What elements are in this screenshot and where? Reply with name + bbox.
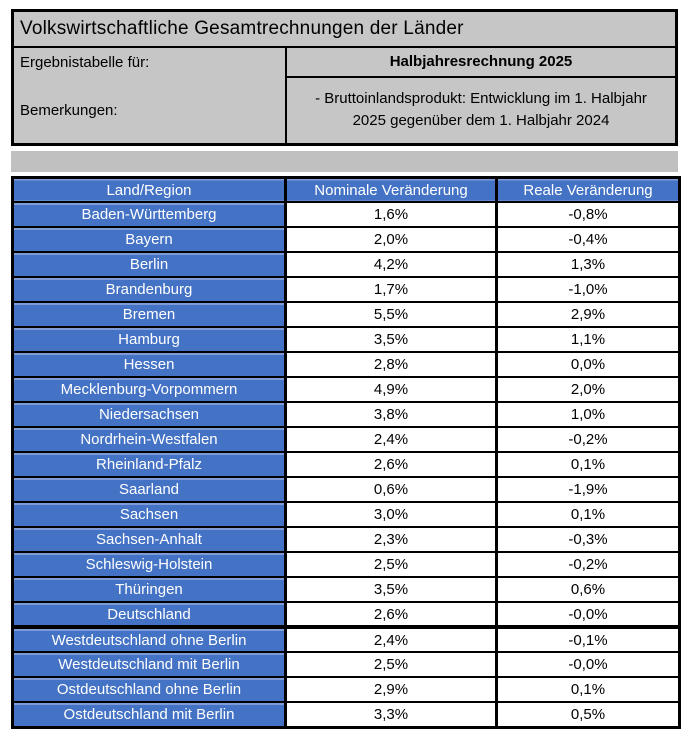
table-row-aggregate: Westdeutschland mit Berlin 2,5% -0,0% [11,651,681,679]
table-row: Sachsen 3,0% 0,1% [11,501,681,529]
table-row: Baden-Württemberg 1,6% -0,8% [11,201,681,229]
table-row: Brandenburg 1,7% -1,0% [11,276,681,304]
table-row: Sachsen-Anhalt 2,3% -0,3% [11,526,681,554]
region-cell: Deutschland [11,601,287,629]
region-cell: Bayern [11,226,287,254]
table-row: Bremen 5,5% 2,9% [11,301,681,329]
nominal-cell: 2,0% [284,226,498,254]
region-cell: Hamburg [11,326,287,354]
real-cell: 0,1% [495,501,681,529]
real-cell: -0,8% [495,201,681,229]
region-cell: Brandenburg [11,276,287,304]
region-cell: Sachsen-Anhalt [11,526,287,554]
region-cell: Hessen [11,351,287,379]
table-row-aggregate: Ostdeutschland ohne Berlin 2,9% 0,1% [11,676,681,704]
table-row: Niedersachsen 3,8% 1,0% [11,401,681,429]
column-header-nominal: Nominale Veränderung [284,176,498,204]
real-cell: 0,1% [495,676,681,704]
real-cell: 0,6% [495,576,681,604]
region-cell: Sachsen [11,501,287,529]
nominal-cell: 3,5% [284,326,498,354]
nominal-cell: 3,8% [284,401,498,429]
real-cell: -0,0% [495,651,681,679]
nominal-cell: 2,5% [284,551,498,579]
nominal-cell: 3,3% [284,701,498,729]
nominal-cell: 4,9% [284,376,498,404]
remarks-label: Bemerkungen: [14,77,287,143]
report-header: Volkswirtschaftliche Gesamtrechnungen de… [11,9,678,146]
column-header-region: Land/Region [11,176,287,204]
nominal-cell: 5,5% [284,301,498,329]
table-row: Nordrhein-Westfalen 2,4% -0,2% [11,426,681,454]
region-cell: Ostdeutschland mit Berlin [11,701,287,729]
region-cell: Niedersachsen [11,401,287,429]
results-table: Land/Region Nominale Veränderung Reale V… [11,175,681,729]
real-cell: 0,5% [495,701,681,729]
nominal-cell: 4,2% [284,251,498,279]
nominal-cell: 2,6% [284,451,498,479]
region-cell: Westdeutschland ohne Berlin [11,625,287,654]
table-row: Berlin 4,2% 1,3% [11,251,681,279]
table-row: Saarland 0,6% -1,9% [11,476,681,504]
page-title: Volkswirtschaftliche Gesamtrechnungen de… [14,12,675,48]
report-meta: Ergebnistabelle für: Halbjahresrechnung … [14,47,675,143]
region-cell: Berlin [11,251,287,279]
table-row: Bayern 2,0% -0,4% [11,226,681,254]
table-row: Hamburg 3,5% 1,1% [11,326,681,354]
region-cell: Rheinland-Pfalz [11,451,287,479]
nominal-cell: 2,8% [284,351,498,379]
table-row: Mecklenburg-Vorpommern 4,9% 2,0% [11,376,681,404]
nominal-cell: 2,9% [284,676,498,704]
real-cell: -0,0% [495,601,681,629]
real-cell: 2,0% [495,376,681,404]
region-cell: Schleswig-Holstein [11,551,287,579]
result-table-value: Halbjahresrechnung 2025 [287,48,675,78]
real-cell: 0,1% [495,451,681,479]
result-table-label: Ergebnistabelle für: [14,47,287,78]
nominal-cell: 2,4% [284,625,498,654]
nominal-cell: 1,7% [284,276,498,304]
region-cell: Thüringen [11,576,287,604]
table-row: Thüringen 3,5% 0,6% [11,576,681,604]
table-header-row: Land/Region Nominale Veränderung Reale V… [11,176,681,204]
real-cell: 1,0% [495,401,681,429]
real-cell: -0,1% [495,625,681,654]
real-cell: -0,4% [495,226,681,254]
nominal-cell: 3,5% [284,576,498,604]
region-cell: Nordrhein-Westfalen [11,426,287,454]
nominal-cell: 2,4% [284,426,498,454]
region-cell: Westdeutschland mit Berlin [11,651,287,679]
region-cell: Ostdeutschland ohne Berlin [11,676,287,704]
real-cell: -1,0% [495,276,681,304]
nominal-cell: 1,6% [284,201,498,229]
region-cell: Saarland [11,476,287,504]
remarks-value: - Bruttoinlandsprodukt: Entwicklung im 1… [287,78,675,143]
real-cell: 0,0% [495,351,681,379]
nominal-cell: 2,3% [284,526,498,554]
real-cell: -0,3% [495,526,681,554]
table-row-aggregate: Westdeutschland ohne Berlin 2,4% -0,1% [11,625,681,654]
region-cell: Mecklenburg-Vorpommern [11,376,287,404]
spacer-band [11,150,678,172]
real-cell: -1,9% [495,476,681,504]
column-header-real: Reale Veränderung [495,176,681,204]
nominal-cell: 2,6% [284,601,498,629]
real-cell: -0,2% [495,426,681,454]
table-row: Rheinland-Pfalz 2,6% 0,1% [11,451,681,479]
real-cell: 2,9% [495,301,681,329]
table-row: Schleswig-Holstein 2,5% -0,2% [11,551,681,579]
table-row: Hessen 2,8% 0,0% [11,351,681,379]
nominal-cell: 3,0% [284,501,498,529]
real-cell: -0,2% [495,551,681,579]
remarks-text: - Bruttoinlandsprodukt: Entwicklung im 1… [315,90,647,130]
region-cell: Bremen [11,301,287,329]
table-row-aggregate: Ostdeutschland mit Berlin 3,3% 0,5% [11,701,681,729]
real-cell: 1,3% [495,251,681,279]
real-cell: 1,1% [495,326,681,354]
table-row: Deutschland 2,6% -0,0% [11,601,681,629]
nominal-cell: 2,5% [284,651,498,679]
nominal-cell: 0,6% [284,476,498,504]
region-cell: Baden-Württemberg [11,201,287,229]
